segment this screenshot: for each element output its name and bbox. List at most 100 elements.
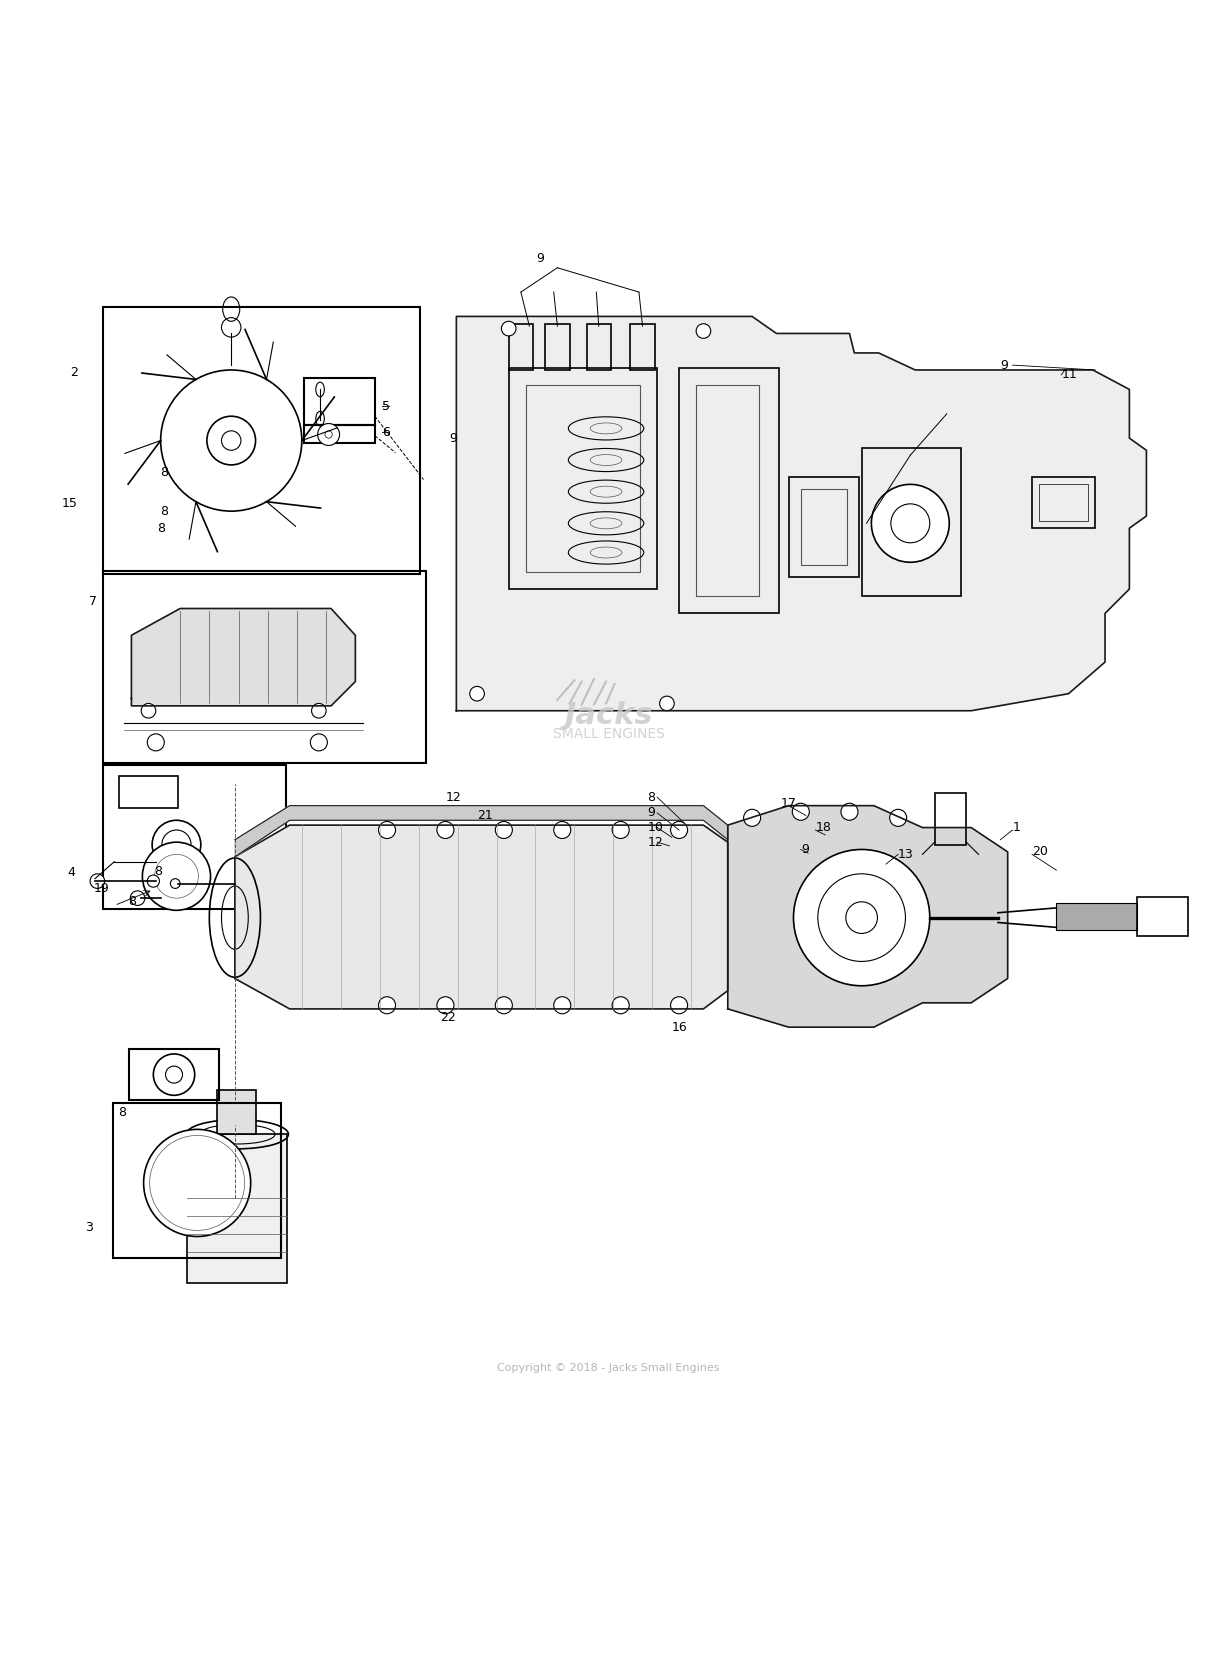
Circle shape [318, 423, 340, 445]
Circle shape [841, 803, 858, 820]
Circle shape [184, 1170, 211, 1197]
Polygon shape [728, 805, 1008, 1028]
Text: 11: 11 [1061, 369, 1077, 382]
Circle shape [890, 810, 907, 827]
Circle shape [144, 1129, 251, 1237]
Text: 8: 8 [159, 466, 168, 478]
Text: 22: 22 [441, 1011, 455, 1024]
Bar [1137, 896, 1188, 936]
Text: 4: 4 [68, 867, 75, 880]
Circle shape [161, 370, 302, 511]
Bar [509, 324, 533, 370]
Circle shape [150, 1135, 245, 1230]
Bar [304, 425, 375, 443]
Bar [509, 367, 657, 589]
Circle shape [155, 855, 198, 898]
Circle shape [162, 830, 191, 860]
Circle shape [312, 704, 326, 719]
Bar [1056, 903, 1137, 930]
Circle shape [792, 803, 809, 820]
Bar [801, 490, 847, 564]
Text: 9: 9 [537, 252, 544, 264]
Polygon shape [235, 805, 728, 857]
Text: 8: 8 [157, 521, 166, 535]
Text: 9: 9 [450, 432, 458, 445]
Circle shape [671, 822, 688, 838]
Text: 9: 9 [1000, 359, 1008, 372]
Text: 5: 5 [382, 400, 391, 413]
Circle shape [495, 996, 512, 1014]
Circle shape [660, 696, 674, 710]
Text: 8: 8 [153, 865, 162, 878]
Circle shape [378, 822, 396, 838]
Circle shape [495, 822, 512, 838]
Text: 9: 9 [801, 843, 808, 857]
Circle shape [90, 873, 105, 888]
Circle shape [470, 686, 484, 701]
Circle shape [170, 878, 180, 888]
Bar [113, 1102, 281, 1258]
Text: 9: 9 [647, 807, 655, 820]
Polygon shape [235, 825, 728, 1009]
Circle shape [554, 996, 571, 1014]
Bar [119, 777, 178, 808]
Bar [103, 571, 426, 764]
Text: 1: 1 [1013, 822, 1020, 833]
Circle shape [159, 1145, 235, 1220]
Circle shape [141, 704, 156, 719]
Circle shape [221, 432, 241, 450]
Circle shape [871, 485, 949, 563]
Circle shape [793, 850, 930, 986]
Text: 15: 15 [62, 498, 78, 510]
Circle shape [325, 432, 332, 438]
Circle shape [152, 820, 201, 868]
Bar [630, 324, 655, 370]
Text: Copyright © 2018 - Jacks Small Engines: Copyright © 2018 - Jacks Small Engines [498, 1363, 719, 1373]
Bar [545, 324, 570, 370]
Circle shape [744, 810, 761, 827]
Circle shape [671, 996, 688, 1014]
Circle shape [554, 822, 571, 838]
Bar [129, 1049, 219, 1101]
Circle shape [166, 1066, 183, 1082]
Text: 13: 13 [898, 848, 914, 862]
Bar [103, 307, 420, 574]
Text: 21: 21 [477, 808, 493, 822]
Text: 17: 17 [780, 797, 797, 810]
Text: SMALL ENGINES: SMALL ENGINES [553, 727, 664, 740]
Circle shape [378, 996, 396, 1014]
Bar [587, 324, 611, 370]
Circle shape [891, 505, 930, 543]
Text: 20: 20 [1032, 845, 1048, 858]
Bar [935, 793, 966, 845]
Circle shape [501, 322, 516, 335]
Text: 10: 10 [647, 822, 663, 833]
Circle shape [696, 324, 711, 339]
Circle shape [846, 901, 877, 933]
Text: 6: 6 [382, 425, 389, 438]
Circle shape [437, 996, 454, 1014]
Text: 8: 8 [128, 895, 136, 908]
Text: 2: 2 [71, 365, 78, 378]
Circle shape [612, 996, 629, 1014]
Bar [304, 378, 375, 425]
Text: 12: 12 [447, 790, 461, 803]
Bar [696, 385, 759, 596]
Bar [1032, 476, 1095, 528]
Text: 3: 3 [85, 1222, 92, 1235]
Polygon shape [456, 317, 1146, 710]
Text: 8: 8 [159, 505, 168, 518]
Bar [1039, 485, 1088, 521]
Text: 18: 18 [815, 822, 831, 833]
Circle shape [818, 873, 905, 961]
Bar [789, 476, 859, 578]
Text: Jacks: Jacks [565, 701, 652, 730]
Bar [862, 448, 961, 596]
Circle shape [612, 822, 629, 838]
Circle shape [437, 822, 454, 838]
Text: 16: 16 [672, 1021, 686, 1034]
Text: 12: 12 [647, 835, 663, 848]
Circle shape [142, 842, 211, 910]
Circle shape [147, 875, 159, 886]
Polygon shape [131, 609, 355, 706]
